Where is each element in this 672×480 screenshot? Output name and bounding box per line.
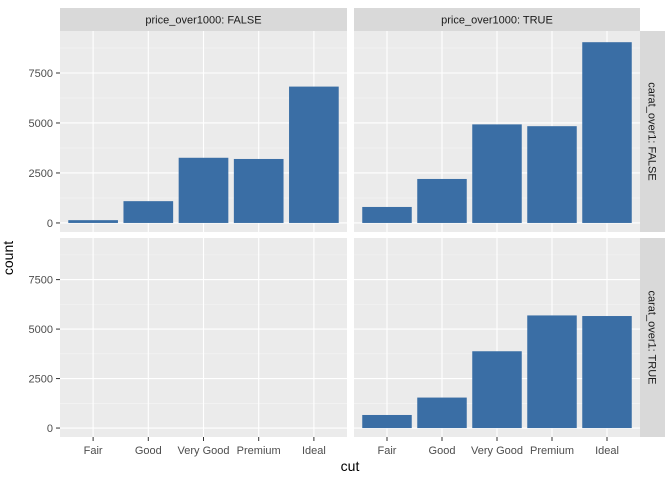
strips-layer: price_over1000: FALSE price_over1000: TRU… <box>60 8 665 437</box>
row-strip-label: carat_over1: FALSE <box>646 82 658 180</box>
bar-ideal <box>289 86 339 223</box>
y-axis-title: count <box>0 241 16 275</box>
y-tick-label: 7500 <box>29 68 53 80</box>
bar-fair <box>362 206 412 223</box>
y-tick-label: 2500 <box>29 374 53 386</box>
bar-ideal <box>582 42 632 223</box>
row-strip-label: carat_over1: TRUE <box>646 291 658 385</box>
y-tick-label: 5000 <box>29 324 53 336</box>
column-strip <box>60 8 347 31</box>
panels-layer <box>60 31 640 437</box>
panel <box>60 238 347 437</box>
x-tick-label: Premium <box>530 445 574 457</box>
x-tick-label: Very Good <box>178 445 230 457</box>
column-strip-label: price_over1000: FALSE <box>145 15 261 27</box>
x-tick-label: Very Good <box>471 445 523 457</box>
bar-good <box>417 397 467 429</box>
axes-layer: 0 2500 5000 7500 0 2500 5000 7500 Fair Good Very G… <box>29 68 619 457</box>
y-tick-label: 0 <box>47 423 53 435</box>
x-tick-label: Ideal <box>595 445 619 457</box>
y-tick-label: 2500 <box>29 168 53 180</box>
bar-premium <box>527 126 577 223</box>
column-strip <box>354 8 640 31</box>
y-tick-label: 5000 <box>29 118 53 130</box>
x-tick-label: Good <box>135 445 162 457</box>
row-strip <box>640 238 665 437</box>
bar-fair <box>68 220 118 223</box>
bar-good <box>123 201 174 223</box>
bar-very-good <box>472 351 522 429</box>
bar-very-good <box>472 124 522 223</box>
bar-premium <box>233 158 284 223</box>
bar-very-good <box>178 157 229 223</box>
y-tick-label: 7500 <box>29 275 53 287</box>
x-tick-label: Fair <box>378 445 397 457</box>
bar-good <box>417 178 467 223</box>
bar-ideal <box>582 316 632 429</box>
bar-premium <box>527 315 577 429</box>
y-tick-label: 0 <box>47 218 53 230</box>
x-tick-label: Ideal <box>302 445 326 457</box>
row-strip <box>640 31 665 232</box>
x-tick-label: Good <box>429 445 456 457</box>
x-tick-label: Premium <box>237 445 281 457</box>
column-strip-label: price_over1000: TRUE <box>441 15 553 27</box>
x-tick-label: Fair <box>84 445 103 457</box>
bar-fair <box>362 414 412 429</box>
x-axis-title: cut <box>341 458 360 474</box>
